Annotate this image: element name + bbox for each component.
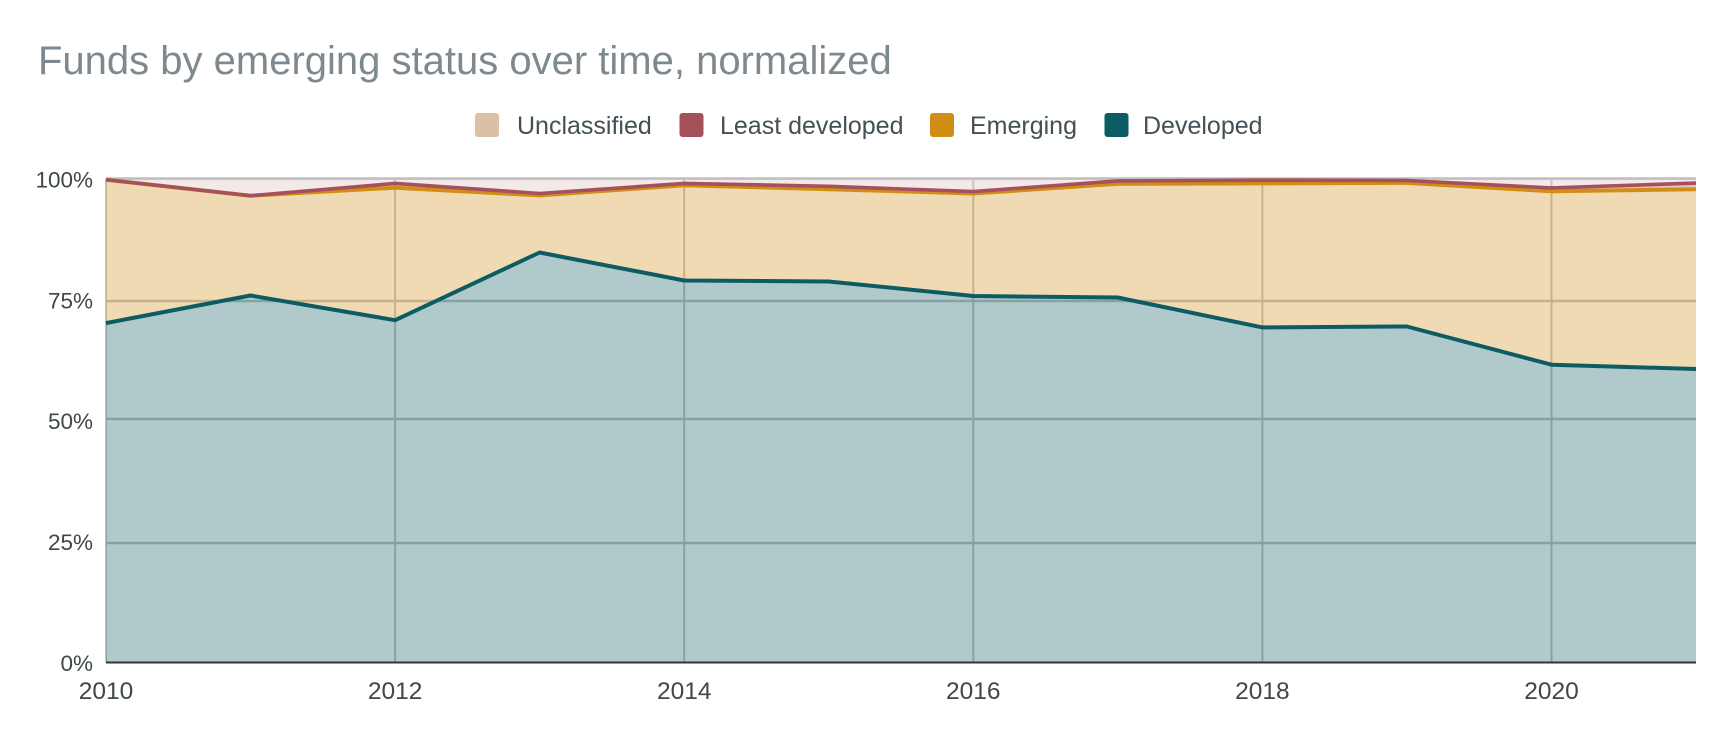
svg-text:2018: 2018	[1235, 678, 1290, 705]
svg-text:Funds by emerging status over: Funds by emerging status over time, norm…	[38, 39, 892, 83]
svg-text:2014: 2014	[657, 678, 712, 705]
svg-text:0%: 0%	[60, 651, 93, 676]
svg-text:50%: 50%	[48, 409, 93, 434]
svg-text:25%: 25%	[48, 530, 93, 555]
svg-text:2016: 2016	[946, 678, 1001, 705]
svg-text:Least developed: Least developed	[720, 112, 903, 140]
svg-text:100%: 100%	[35, 168, 93, 193]
svg-text:Emerging: Emerging	[970, 112, 1077, 140]
svg-text:2020: 2020	[1524, 678, 1579, 705]
svg-text:Unclassified: Unclassified	[517, 112, 652, 140]
svg-text:2012: 2012	[368, 678, 423, 705]
svg-text:75%: 75%	[48, 288, 93, 313]
svg-text:2010: 2010	[79, 678, 134, 705]
svg-text:Developed: Developed	[1143, 112, 1263, 140]
